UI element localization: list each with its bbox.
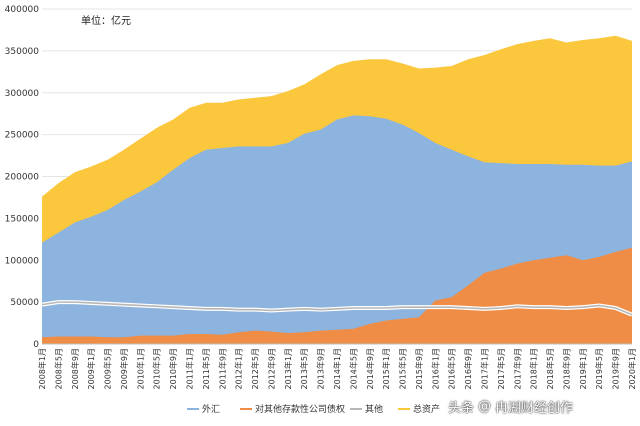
x-tick-label: 2015年5月 bbox=[398, 348, 408, 389]
x-tick-label: 2015年1月 bbox=[381, 348, 391, 389]
x-tick-label: 2012年1月 bbox=[234, 348, 244, 389]
x-tick-label: 2010年5月 bbox=[152, 348, 162, 389]
x-tick-label: 2016年1月 bbox=[430, 348, 440, 389]
x-tick-label: 2012年5月 bbox=[250, 348, 260, 389]
x-tick-label: 2019年1月 bbox=[578, 348, 588, 389]
x-tick-label: 2012年9月 bbox=[266, 348, 276, 389]
x-tick-label: 2013年1月 bbox=[283, 348, 293, 389]
watermark-platform: 头条 bbox=[448, 400, 475, 416]
x-tick-label: 2016年5月 bbox=[447, 348, 457, 389]
watermark-author: 冉湖财经创作 bbox=[495, 400, 574, 416]
series-line-other bbox=[41, 301, 633, 316]
x-tick-label: 2011年5月 bbox=[201, 348, 211, 389]
watermark-at-icon: @ bbox=[478, 398, 492, 414]
watermark: 头条 @ 冉湖财经创作 bbox=[448, 394, 573, 418]
y-tick-label: 150000 bbox=[5, 214, 40, 224]
x-tick-label: 2017年1月 bbox=[480, 348, 490, 389]
x-tick-label: 2014年5月 bbox=[348, 348, 358, 389]
unit-label: 单位：亿元 bbox=[81, 14, 131, 27]
x-tick-label: 2010年9月 bbox=[168, 348, 178, 389]
x-tick-label: 2014年9月 bbox=[365, 348, 375, 389]
y-tick-label: 350000 bbox=[5, 47, 40, 57]
x-tick-label: 2009年5月 bbox=[103, 348, 113, 389]
x-tick-label: 2009年1月 bbox=[86, 348, 96, 389]
x-tick-label: 2015年9月 bbox=[414, 348, 424, 389]
legend-label: 外汇 bbox=[202, 403, 220, 415]
x-tick-label: 2014年1月 bbox=[332, 348, 342, 389]
plot-area bbox=[41, 35, 633, 345]
x-tick-label: 2013年9月 bbox=[316, 348, 326, 389]
x-tick-label: 2017年5月 bbox=[496, 348, 506, 389]
x-tick-label: 2016年9月 bbox=[463, 348, 473, 389]
legend-label: 其他 bbox=[365, 403, 383, 415]
y-tick-label: 200000 bbox=[5, 173, 40, 183]
legend: 外汇 对其他存款性公司债权 其他 总资产 bbox=[187, 403, 440, 415]
y-tick-label: 250000 bbox=[5, 131, 40, 141]
x-tick-label: 2019年9月 bbox=[611, 348, 621, 389]
x-tick-label: 2008年1月 bbox=[37, 348, 47, 389]
legend-label: 总资产 bbox=[413, 403, 440, 415]
x-tick-label: 2018年1月 bbox=[529, 348, 539, 389]
y-tick-label: 400000 bbox=[5, 5, 40, 15]
x-tick-label: 2009年9月 bbox=[119, 348, 129, 389]
x-tick-label: 2011年9月 bbox=[217, 348, 227, 389]
x-tick-label: 2020年1月 bbox=[627, 348, 637, 389]
x-tick-label: 2010年1月 bbox=[135, 348, 145, 389]
y-tick-label: 0 bbox=[33, 340, 39, 350]
x-axis: 2008年1月 2008年5月 2008年9月 2009年1月 2009年5月 2009年… bbox=[37, 343, 637, 389]
x-tick-label: 2011年1月 bbox=[185, 348, 195, 389]
x-tick-label: 2017年9月 bbox=[512, 348, 522, 389]
legend-label: 对其他存款性公司债权 bbox=[255, 403, 345, 415]
y-tick-label: 300000 bbox=[5, 89, 40, 99]
x-tick-label: 2008年5月 bbox=[53, 348, 63, 389]
y-tick-label: 100000 bbox=[5, 256, 40, 266]
y-tick-label: 50000 bbox=[10, 298, 39, 308]
series-area-claims-on-banks bbox=[42, 247, 632, 344]
x-tick-label: 2019年5月 bbox=[594, 348, 604, 389]
x-tick-label: 2018年9月 bbox=[561, 348, 571, 389]
y-axis: 0 50000 100000 150000 200000 250000 300000 3500… bbox=[5, 5, 40, 350]
x-tick-label: 2018年5月 bbox=[545, 348, 555, 389]
x-tick-label: 2008年9月 bbox=[70, 348, 80, 389]
x-tick-label: 2013年5月 bbox=[299, 348, 309, 389]
